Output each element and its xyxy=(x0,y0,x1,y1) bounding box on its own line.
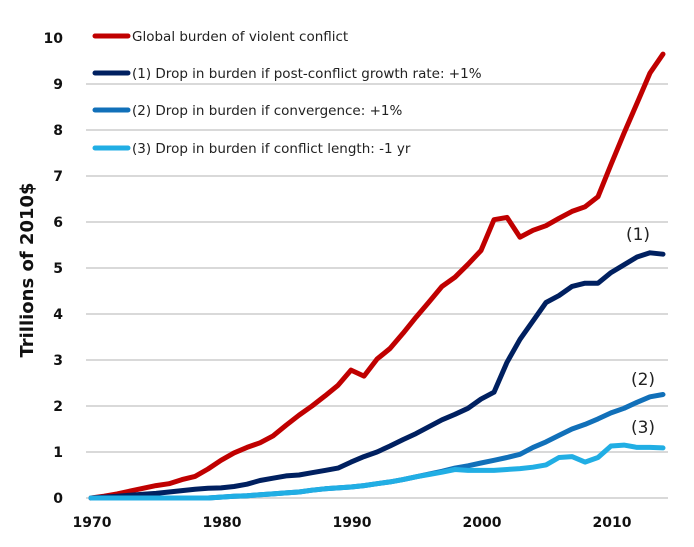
y-tick-label: 9 xyxy=(53,77,63,93)
gridlines xyxy=(86,83,668,499)
y-tick-label: 4 xyxy=(53,307,63,323)
series-line-2 xyxy=(88,250,666,501)
series-line-4 xyxy=(88,442,666,501)
series-annotation: (2) xyxy=(631,370,655,390)
y-tick-label: 8 xyxy=(53,123,63,139)
y-axis-title: Trillions of 2010$ xyxy=(17,182,38,357)
x-tick-label: 1980 xyxy=(203,515,242,531)
x-tick-label: 1970 xyxy=(73,515,112,531)
series-line-1 xyxy=(88,51,666,501)
y-tick-label: 10 xyxy=(44,31,64,47)
y-tick-label: 7 xyxy=(53,169,63,185)
series-annotation: (3) xyxy=(631,418,655,438)
series-layer xyxy=(88,51,666,501)
y-axis-ticks: 0 1 2 3 4 5 6 7 8 9 10 xyxy=(44,31,64,507)
x-axis-ticks: 1970 1980 1990 2000 2010 xyxy=(73,515,632,531)
x-tick-label: 1990 xyxy=(333,515,372,531)
y-tick-label: 3 xyxy=(53,353,63,369)
legend-label: Global burden of violent conflict xyxy=(132,29,348,45)
series-annotations: (1) (2) (3) xyxy=(626,225,655,438)
y-tick-label: 2 xyxy=(53,399,63,415)
x-tick-label: 2010 xyxy=(593,515,632,531)
legend-label: (3) Drop in burden if conflict length: -… xyxy=(132,141,411,157)
x-tick-label: 2000 xyxy=(463,515,502,531)
legend: Global burden of violent conflict (1) Dro… xyxy=(92,29,482,157)
y-tick-label: 6 xyxy=(53,215,63,231)
y-tick-label: 5 xyxy=(53,261,63,277)
series-annotation: (1) xyxy=(626,225,650,245)
y-tick-label: 0 xyxy=(53,491,63,507)
legend-label: (1) Drop in burden if post-conflict grow… xyxy=(132,66,482,82)
legend-label: (2) Drop in burden if convergence: +1% xyxy=(132,103,402,119)
y-tick-label: 1 xyxy=(53,445,63,461)
